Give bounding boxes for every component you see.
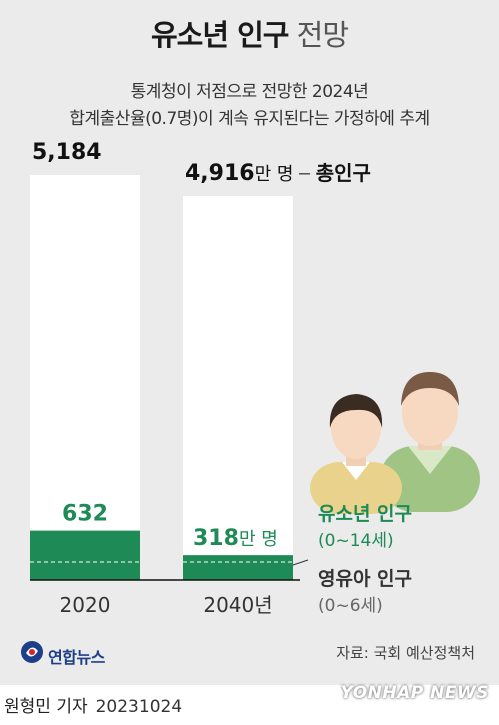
youth-value-label: 632 [62,502,108,527]
category-label: 2020 [60,593,111,617]
legend-youth-name: 유소년 인구 [318,503,412,525]
total-dash: ─ [298,164,316,185]
legend-infant-range: (0~6세) [318,596,383,616]
legend-infant-name: 영유아 인구 [318,568,412,590]
total-population-bar [30,175,140,580]
legend-youth-range: (0~14세) [318,531,394,551]
publish-date: 20231024 [95,697,183,717]
reporter-name: 원형민 기자 [4,697,88,717]
footer-bar [0,685,499,725]
total-unit-label: 만 명 [255,164,300,185]
title-light: 전망 [296,18,349,52]
byline: 원형민 기자 20231024 [4,692,182,717]
youth-population-bar [183,555,293,580]
category-label: 2040년 [203,593,272,617]
total-value-label: 5,184 [32,140,102,165]
youth-population-bar [30,530,140,580]
population-bar-chart: 2020 632 5,184 2040년 318만 명 4,916만 명 ─ 총인구유소년… [30,140,480,617]
total-series-label: 총인구 [316,161,371,185]
youth-value-label: 318만 명 [193,526,278,551]
youth-connector-line [292,559,309,566]
infographic-card: 유소년 인구 전망 통계청이 저점으로 전망한 2024년 합계출산율(0.7명… [0,0,499,685]
source-note: 자료: 국회 예산정책처 [336,644,475,662]
page-title: 유소년 인구 전망 [0,12,499,54]
youth-unit-label: 만 명 [239,529,278,550]
total-value-label: 4,916만 명 ─ 총인구 [185,161,371,186]
yonhap-logo-icon [21,641,43,663]
subtitle-line-2: 합계출산율(0.7명)이 계속 유지된다는 가정하에 추계 [69,109,430,129]
total-population-bar [183,195,293,580]
logo-text: 연합뉴스 [48,648,105,667]
title-bold: 유소년 인구 [150,18,289,52]
people-illustration-icon [310,372,480,514]
yonhap-watermark: YONHAP NEWS [340,683,489,703]
subtitle-line-1: 통계청이 저점으로 전망한 2024년 [130,82,369,102]
